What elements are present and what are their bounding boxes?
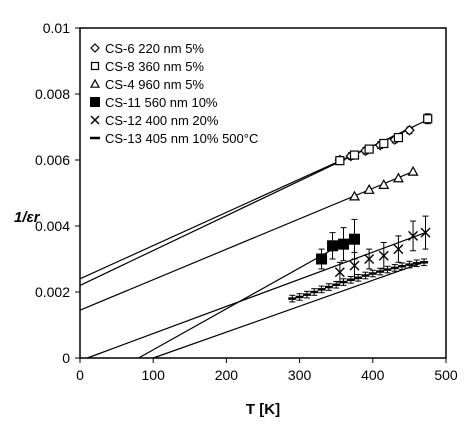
open-square-marker: [349, 150, 360, 160]
y-tick-label: 0.008: [35, 86, 70, 102]
plot-frame: [79, 27, 447, 359]
cross-marker-stroke: [393, 244, 404, 255]
filled-square-marker: [327, 240, 339, 252]
open-square-marker: [423, 114, 433, 124]
legend-entry-label: CS-8 360 nm 5%: [105, 59, 204, 74]
error-bars: [289, 113, 431, 303]
x-tick-label: 400: [361, 367, 385, 383]
filled-square-marker: [349, 233, 360, 245]
filled-square-marker: [316, 253, 328, 265]
x-tick-label: 300: [288, 367, 312, 383]
plot-area: [79, 27, 447, 359]
open-triangle-marker: [407, 165, 419, 176]
y-tick-label: 0.01: [43, 20, 70, 36]
diamond-marker: [404, 124, 415, 136]
legend: CS-6 220 nm 5% CS-8 360 nm 5% CS-4 960 nm …: [89, 41, 258, 146]
cross-marker-stroke: [90, 115, 100, 125]
open-square-marker: [364, 144, 374, 154]
fit-lines: [79, 118, 431, 359]
open-square-marker: [335, 156, 345, 166]
data-markers: [288, 114, 433, 300]
y-tick-label: 0: [62, 350, 70, 366]
x-axis-label: T [K]: [246, 401, 280, 418]
open-triangle-marker: [392, 172, 404, 183]
cross-marker-stroke: [334, 267, 345, 278]
cross-marker-stroke: [420, 227, 431, 238]
x-tick-label: 100: [142, 367, 166, 383]
legend-entry-label: CS-12 400 nm 20%: [105, 113, 219, 128]
legend-entry-label: CS-11 560 nm 10%: [105, 95, 218, 110]
y-tick-label: 0.002: [35, 284, 70, 300]
open-triangle-marker: [363, 183, 375, 194]
y-tick-label: 0.004: [35, 218, 70, 234]
open-square-marker: [90, 61, 100, 71]
x-tick-label: 500: [434, 367, 458, 383]
cross-marker-stroke: [349, 260, 360, 271]
x-tick-label: 200: [215, 367, 239, 383]
y-tick-label: 0.006: [35, 152, 70, 168]
open-triangle-marker: [89, 78, 101, 88]
fit-line: [152, 261, 426, 359]
x-axis-ticks: 0 100 200 300 400 500: [76, 358, 458, 383]
filled-square-marker: [338, 238, 350, 250]
diamond-marker: [90, 43, 100, 53]
x-tick-label: 0: [76, 367, 84, 383]
legend-entry-label: CS-4 960 nm 5%: [105, 77, 204, 92]
y-axis-ticks: 0 0.002 0.004 0.006 0.008 0.01: [35, 20, 80, 366]
y-axis-label: 1/εr: [14, 209, 41, 226]
cross-marker-stroke: [408, 230, 419, 241]
legend-entry-label: CS-13 405 nm 10% 500°C: [105, 131, 258, 146]
open-square-marker: [393, 132, 404, 143]
open-triangle-marker: [348, 190, 361, 201]
filled-square-marker: [90, 97, 100, 107]
fit-line: [87, 232, 426, 359]
cross-marker-stroke: [378, 250, 389, 261]
legend-entry-label: CS-6 220 nm 5%: [105, 41, 204, 56]
open-square-marker: [379, 138, 389, 149]
fit-line: [79, 170, 414, 311]
open-triangle-marker: [378, 179, 390, 189]
cross-marker-stroke: [364, 254, 375, 264]
